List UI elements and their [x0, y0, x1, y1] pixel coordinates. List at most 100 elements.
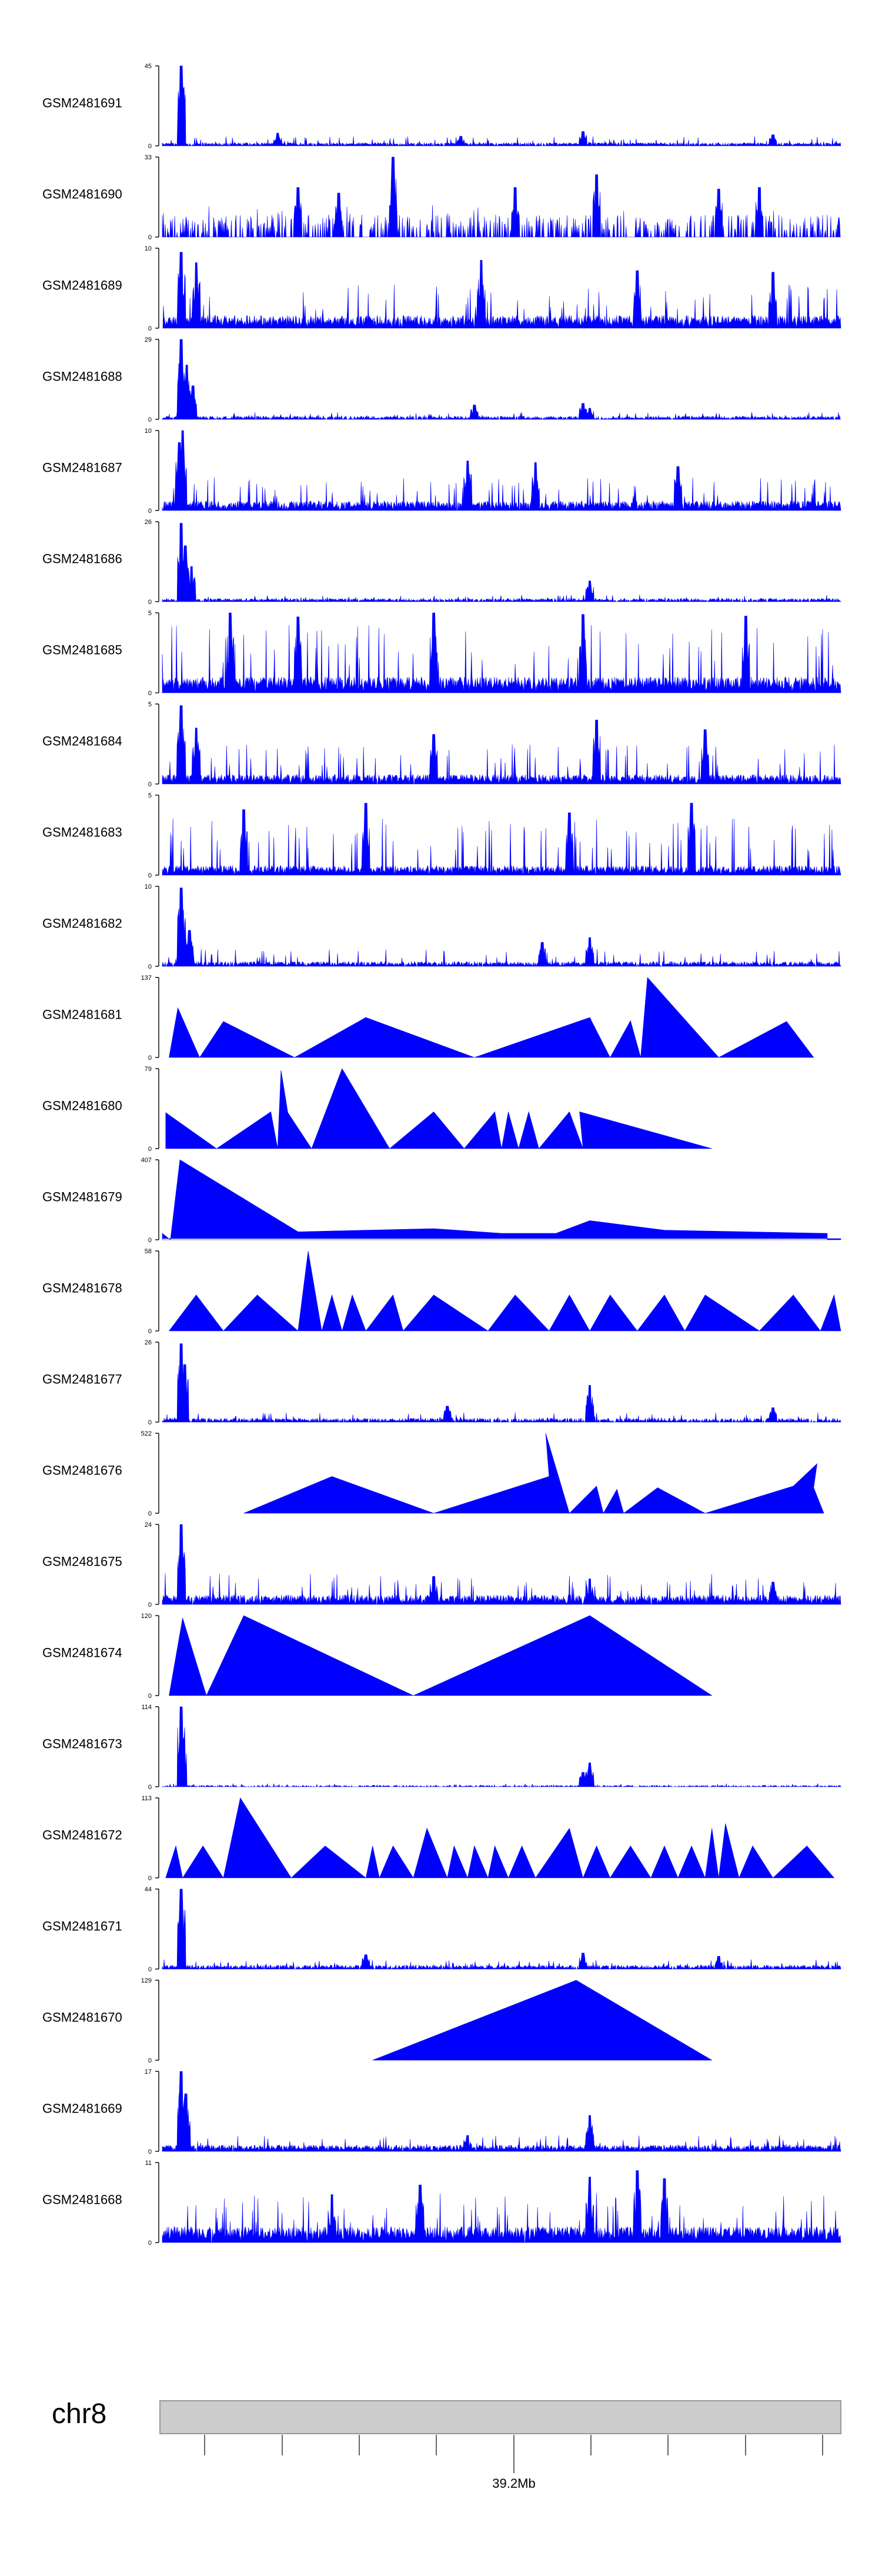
- y-zero-label: 0: [148, 325, 152, 332]
- coverage-area: [162, 1159, 841, 1240]
- y-zero-label: 0: [148, 1510, 152, 1517]
- track-GSM2481681: GSM2481681 137 0: [42, 975, 814, 1062]
- track-label: GSM2481675: [42, 1554, 122, 1569]
- y-max-label: 29: [145, 336, 152, 343]
- coverage-area: [162, 1524, 841, 1606]
- y-max-label: 129: [141, 1977, 152, 1984]
- y-zero-label: 0: [148, 1966, 152, 1973]
- track-GSM2481678: GSM2481678 58 0: [42, 1248, 841, 1335]
- coverage-area: [162, 705, 841, 785]
- track-GSM2481690: GSM2481690 33 0: [42, 154, 841, 241]
- track-GSM2481672: GSM2481672 113 0: [42, 1795, 835, 1882]
- coverage-area: [243, 1433, 824, 1514]
- coverage-area: [372, 1980, 713, 2061]
- position-label: 39.2Mb: [492, 2476, 535, 2491]
- track-label: GSM2481685: [42, 643, 122, 658]
- y-max-label: 407: [141, 1157, 152, 1164]
- coverage-area: [162, 1706, 841, 1788]
- track-label: GSM2481690: [42, 187, 122, 202]
- y-zero-label: 0: [148, 1328, 152, 1335]
- y-max-label: 11: [145, 2160, 152, 2167]
- coverage-area: [165, 1068, 712, 1150]
- coverage-area: [169, 1615, 713, 1696]
- coverage-area: [162, 339, 841, 421]
- track-GSM2481679: GSM2481679 407 0: [42, 1157, 841, 1244]
- track-label: GSM2481677: [42, 1372, 122, 1387]
- y-max-label: 113: [141, 1795, 152, 1802]
- y-zero-label: 0: [148, 781, 152, 788]
- y-max-label: 45: [145, 63, 152, 70]
- chromosome-axis: chr8 39.2Mb: [52, 2398, 841, 2491]
- y-max-label: 58: [145, 1248, 152, 1255]
- y-max-label: 10: [145, 883, 152, 890]
- track-label: GSM2481671: [42, 1919, 122, 1934]
- track-label: GSM2481679: [42, 1190, 122, 1204]
- coverage-area: [162, 430, 841, 512]
- y-max-label: 114: [141, 1704, 152, 1711]
- track-GSM2481683: GSM2481683 5 0: [42, 792, 841, 879]
- track-GSM2481682: GSM2481682 10 0: [42, 883, 841, 970]
- y-max-label: 10: [145, 245, 152, 252]
- y-zero-label: 0: [148, 2240, 152, 2247]
- coverage-area: [162, 2170, 841, 2243]
- y-zero-label: 0: [148, 963, 152, 970]
- track-GSM2481685: GSM2481685 5 0: [42, 610, 841, 697]
- track-GSM2481669: GSM2481669 17 0: [42, 2068, 841, 2155]
- track-GSM2481674: GSM2481674 120 0: [42, 1613, 713, 1700]
- y-max-label: 10: [145, 428, 152, 435]
- y-zero-label: 0: [148, 1055, 152, 1062]
- coverage-area: [162, 612, 841, 693]
- coverage-area: [169, 977, 814, 1058]
- track-label: GSM2481673: [42, 1737, 122, 1751]
- track-label: GSM2481680: [42, 1099, 122, 1113]
- y-zero-label: 0: [148, 2148, 152, 2155]
- y-max-label: 17: [145, 2068, 152, 2076]
- track-label: GSM2481669: [42, 2101, 122, 2116]
- track-label: GSM2481682: [42, 916, 122, 931]
- coverage-area: [162, 252, 841, 329]
- coverage-area: [162, 65, 841, 147]
- coverage-area: [162, 803, 841, 876]
- track-label: GSM2481681: [42, 1007, 122, 1022]
- track-label: GSM2481691: [42, 96, 122, 111]
- y-max-label: 26: [145, 1339, 152, 1346]
- track-GSM2481673: GSM2481673 114 0: [42, 1704, 841, 1791]
- track-GSM2481687: GSM2481687 10 0: [42, 428, 841, 515]
- track-list: GSM2481691450GSM2481690330GSM2481689100G…: [42, 63, 841, 2247]
- coverage-area: [162, 2071, 841, 2153]
- track-label: GSM2481686: [42, 552, 122, 566]
- y-zero-label: 0: [148, 143, 152, 150]
- y-max-label: 5: [148, 792, 152, 799]
- y-max-label: 120: [141, 1613, 152, 1620]
- y-zero-label: 0: [148, 872, 152, 879]
- track-label: GSM2481689: [42, 278, 122, 293]
- y-zero-label: 0: [148, 234, 152, 241]
- track-GSM2481686: GSM2481686 26 0: [42, 519, 841, 606]
- coverage-area: [162, 1888, 841, 1970]
- y-zero-label: 0: [148, 2057, 152, 2064]
- track-label: GSM2481687: [42, 461, 122, 475]
- y-zero-label: 0: [148, 1146, 152, 1153]
- coverage-area: [162, 156, 841, 238]
- track-label: GSM2481678: [42, 1281, 122, 1296]
- track-label: GSM2481676: [42, 1463, 122, 1478]
- track-label: GSM2481683: [42, 825, 122, 840]
- track-GSM2481691: GSM2481691 45 0: [42, 63, 841, 150]
- chromosome-label: chr8: [52, 2398, 106, 2430]
- y-zero-label: 0: [148, 1875, 152, 1882]
- y-max-label: 522: [141, 1430, 152, 1437]
- y-max-label: 33: [145, 154, 152, 161]
- track-label: GSM2481674: [42, 1646, 122, 1660]
- y-zero-label: 0: [148, 1784, 152, 1791]
- track-GSM2481684: GSM2481684 5 0: [42, 701, 841, 788]
- coverage-area: [162, 887, 841, 967]
- y-zero-label: 0: [148, 1419, 152, 1426]
- y-max-label: 26: [145, 519, 152, 526]
- coverage-area: [162, 523, 841, 603]
- track-GSM2481677: GSM2481677 26 0: [42, 1339, 841, 1426]
- track-GSM2481680: GSM2481680 79 0: [42, 1066, 712, 1153]
- track-label: GSM2481668: [42, 2193, 122, 2207]
- track-label: GSM2481688: [42, 369, 122, 384]
- track-GSM2481688: GSM2481688 29 0: [42, 336, 841, 423]
